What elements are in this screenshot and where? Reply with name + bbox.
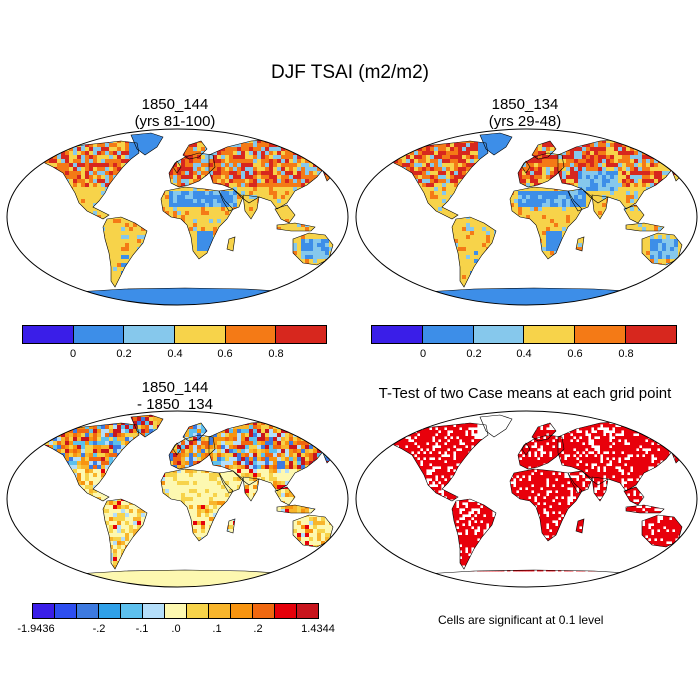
cb3-tick-label: .2: [253, 623, 263, 635]
figure-title: DJF TSAI (m2/m2): [271, 62, 429, 83]
panel-3-title-line1: 1850_144: [141, 379, 209, 396]
cb3-swatch-3: [98, 604, 120, 618]
cb3-swatch-4: [120, 604, 142, 618]
cb1-swatch-0: [23, 326, 73, 343]
cb3-swatch-7: [186, 604, 208, 618]
colorbar-panel-difference: [32, 603, 319, 619]
panel-4-title: T-Test of two Case means at each grid po…: [360, 385, 690, 402]
cb3-swatch-11: [274, 604, 296, 618]
cb2-tick-label: 0: [419, 348, 427, 360]
map-panel-difference: [6, 410, 349, 588]
cb2-swatch-3: [523, 326, 575, 343]
cb3-swatch-12: [296, 604, 318, 618]
cb3-swatch-6: [164, 604, 186, 618]
panel-3-title: 1850_144 - 1850_134: [75, 379, 275, 413]
cb3-tick-label: .1: [212, 623, 222, 635]
cb2-swatch-0: [372, 326, 422, 343]
cb3-swatch-8: [208, 604, 230, 618]
cb2-tick-label: 0.4: [516, 348, 532, 360]
map-panel-1850-134: [355, 128, 698, 306]
cb2-swatch-1: [421, 326, 473, 343]
panel-2-title-line1: 1850_134: [491, 96, 559, 113]
map-frame: [355, 128, 698, 306]
cb2-tick-label: 0.8: [618, 348, 634, 360]
coastlines: [391, 414, 683, 587]
cb3-tick-label: 1.4344: [301, 623, 335, 635]
cb3-swatch-1: [54, 604, 76, 618]
cb1-swatch-3: [174, 326, 225, 343]
cb1-tick-label: 0.2: [116, 348, 132, 360]
panel-2-title: 1850_134 (yrs 29-48): [425, 96, 625, 130]
cb3-swatch-9: [230, 604, 252, 618]
cb1-tick-label: 0: [69, 348, 77, 360]
colorbar-panel-1: [22, 325, 327, 344]
cb2-swatch-5: [625, 326, 676, 343]
cb1-swatch-4: [224, 326, 276, 343]
cb3-tick-label: -1.9436: [17, 623, 55, 635]
cb1-swatch-1: [72, 326, 124, 343]
cb2-tick-label: 0.2: [466, 348, 482, 360]
map-frame: [6, 128, 349, 306]
panel-1-title: 1850_144 (yrs 81-100): [75, 96, 275, 130]
colorbar-panel-2: [371, 325, 677, 344]
significance-note: Cells are significant at 0.1 level: [438, 613, 604, 627]
map-frame: [6, 410, 349, 588]
cb1-tick-label: 0.4: [167, 348, 183, 360]
cb3-swatch-2: [76, 604, 98, 618]
map-panel-ttest: [355, 410, 698, 588]
cb2-swatch-2: [472, 326, 524, 343]
panel-3-title-line2: - 1850_134: [137, 396, 213, 413]
cb3-tick-label: -.1: [135, 623, 149, 635]
cb1-swatch-5: [275, 326, 327, 343]
panel-2-title-line2: (yrs 29-48): [488, 113, 562, 130]
cb2-swatch-4: [574, 326, 626, 343]
panel-4-title-line1: T-Test of two Case means at each grid po…: [378, 385, 672, 402]
cb3-swatch-0: [33, 604, 54, 618]
cb3-swatch-10: [252, 604, 274, 618]
cb3-swatch-5: [142, 604, 164, 618]
map-panel-1850-144: [6, 128, 349, 306]
cb3-tick-label: .0: [171, 623, 181, 635]
cb2-tick-label: 0.6: [567, 348, 583, 360]
panel-1-title-line1: 1850_144: [141, 96, 209, 113]
panel-1-title-line2: (yrs 81-100): [134, 113, 216, 130]
cb1-tick-label: 0.6: [217, 348, 233, 360]
cb1-tick-label: 0.8: [268, 348, 284, 360]
cb3-tick-label: -.2: [92, 623, 106, 635]
map-frame: [355, 410, 698, 588]
cb1-swatch-2: [123, 326, 175, 343]
